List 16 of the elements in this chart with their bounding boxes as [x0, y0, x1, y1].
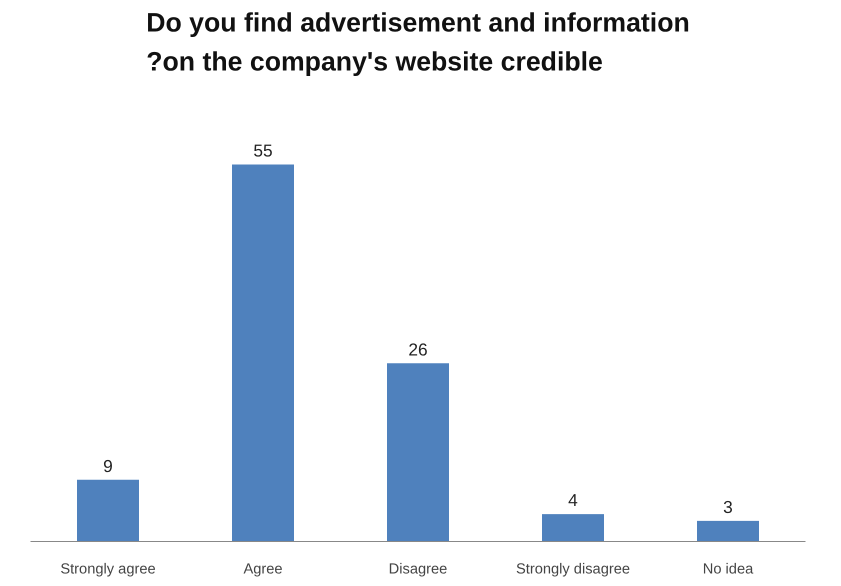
chart-title: Do you find advertisement and information ?on the company's website credible [146, 8, 690, 76]
x-tick-label: Agree [243, 562, 283, 578]
data-label: 9 [103, 456, 113, 476]
data-label: 26 [408, 339, 428, 360]
data-label: 55 [253, 140, 273, 160]
data-label: 4 [568, 490, 578, 510]
bar [232, 164, 294, 542]
x-tick-label: Strongly disagree [516, 562, 630, 578]
x-tick-label: No idea [702, 562, 754, 578]
data-label: 3 [723, 496, 733, 517]
bar [77, 480, 139, 542]
bar [697, 520, 759, 542]
x-tick-label: Strongly agree [60, 562, 156, 578]
x-tick-label: Disagree [388, 562, 448, 578]
bar [542, 514, 604, 542]
bar [387, 363, 449, 542]
